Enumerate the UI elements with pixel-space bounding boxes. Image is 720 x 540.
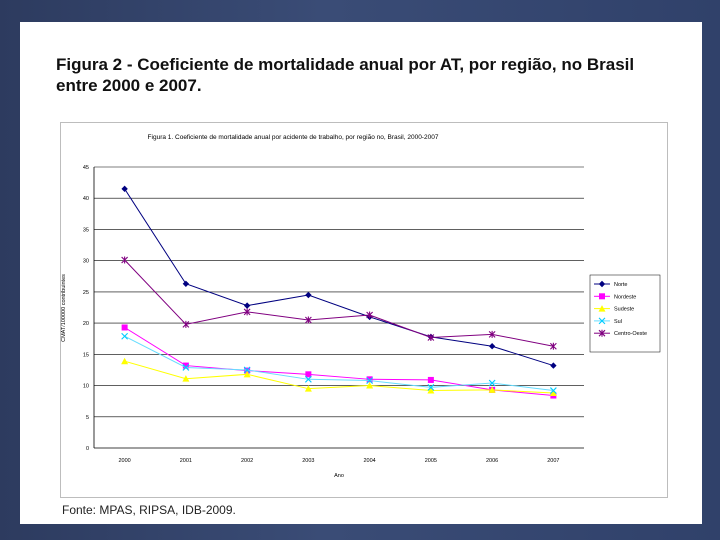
- data-point-centro-oeste: [366, 311, 374, 319]
- data-point-sudeste: [427, 387, 435, 394]
- series-line-sudeste: [124, 360, 554, 394]
- data-point-sul: [427, 384, 435, 391]
- line-chart: Figura 1. Coeficiente de mortalidade anu…: [61, 134, 661, 479]
- data-point-norte: [305, 291, 312, 299]
- data-point-sudeste: [366, 382, 374, 389]
- x-tick-label: 2002: [241, 458, 253, 464]
- series-line-norte: [124, 188, 554, 367]
- legend-marker: [598, 305, 606, 312]
- data-point-sul: [549, 387, 557, 394]
- data-point-sul: [488, 379, 496, 387]
- legend-marker: [599, 293, 605, 300]
- x-tick-label: 2003: [302, 458, 314, 464]
- data-point-centro-oeste: [549, 342, 557, 350]
- y-tick-label: 35: [83, 227, 89, 233]
- data-point-norte: [121, 185, 128, 193]
- data-point-norte: [243, 302, 251, 309]
- series-line-nordeste: [124, 327, 554, 397]
- legend-label: Sudeste: [614, 307, 634, 313]
- legend-box: [589, 274, 661, 353]
- y-tick-label: 45: [83, 165, 89, 171]
- data-point-sul: [121, 332, 129, 340]
- legend-label: Norte: [614, 282, 627, 288]
- chart-title: Figura 1. Coeficiente de mortalidade anu…: [148, 134, 439, 141]
- data-point-nordeste: [427, 376, 434, 383]
- data-point-nordeste: [182, 362, 189, 369]
- legend-label: Nordeste: [614, 294, 636, 300]
- y-tick-label: 20: [83, 321, 89, 327]
- legend-marker: [598, 280, 606, 288]
- data-point-centro-oeste: [243, 308, 251, 316]
- x-axis-label: Ano: [334, 473, 344, 479]
- y-tick-label: 25: [83, 290, 89, 296]
- data-point-norte: [550, 362, 557, 369]
- data-point-nordeste: [366, 376, 373, 383]
- data-point-centro-oeste: [304, 316, 312, 324]
- y-tick-label: 40: [83, 196, 89, 202]
- x-tick-label: 2001: [180, 458, 192, 464]
- data-point-sul: [243, 366, 251, 374]
- legend-marker: [598, 329, 606, 337]
- legend-marker: [598, 317, 606, 325]
- y-tick-label: 30: [83, 259, 89, 265]
- y-axis-label: CMAT/100000 contribuintes: [61, 274, 67, 342]
- data-point-sudeste: [488, 386, 496, 393]
- x-tick-label: 2006: [486, 458, 498, 464]
- data-point-centro-oeste: [488, 330, 496, 338]
- legend-label: Centro-Oeste: [614, 331, 647, 337]
- x-tick-label: 2007: [547, 458, 559, 464]
- legend-label: Sul: [614, 319, 622, 325]
- data-point-nordeste: [305, 371, 312, 378]
- slide-title: Figura 2 - Coeficiente de mortalidade an…: [56, 55, 635, 95]
- data-point-sul: [366, 377, 374, 384]
- y-tick-label: 15: [83, 352, 89, 358]
- data-point-norte: [182, 280, 190, 287]
- data-point-sudeste: [182, 375, 190, 382]
- y-tick-label: 5: [86, 415, 89, 421]
- data-point-nordeste: [121, 324, 128, 331]
- data-point-norte: [488, 343, 496, 350]
- y-tick-label: 10: [83, 384, 89, 390]
- x-tick-label: 2004: [364, 458, 376, 464]
- data-point-centro-oeste: [182, 320, 190, 328]
- chart-frame: Figura 1. Coeficiente de mortalidade anu…: [60, 122, 668, 498]
- data-point-sudeste: [549, 389, 557, 397]
- data-point-sudeste: [243, 370, 251, 378]
- x-tick-label: 2000: [119, 458, 131, 464]
- data-point-centro-oeste: [121, 256, 129, 264]
- y-tick-label: 0: [86, 446, 89, 452]
- series-line-centro-oeste: [124, 259, 554, 347]
- data-point-sudeste: [304, 385, 312, 392]
- data-point-sul: [182, 364, 190, 371]
- data-point-sul: [304, 375, 312, 383]
- x-tick-label: 2005: [425, 458, 437, 464]
- source-note: Fonte: MPAS, RIPSA, IDB-2009.: [62, 503, 236, 517]
- data-point-centro-oeste: [427, 333, 435, 341]
- series-line-sul: [124, 335, 554, 392]
- data-point-sudeste: [121, 357, 129, 365]
